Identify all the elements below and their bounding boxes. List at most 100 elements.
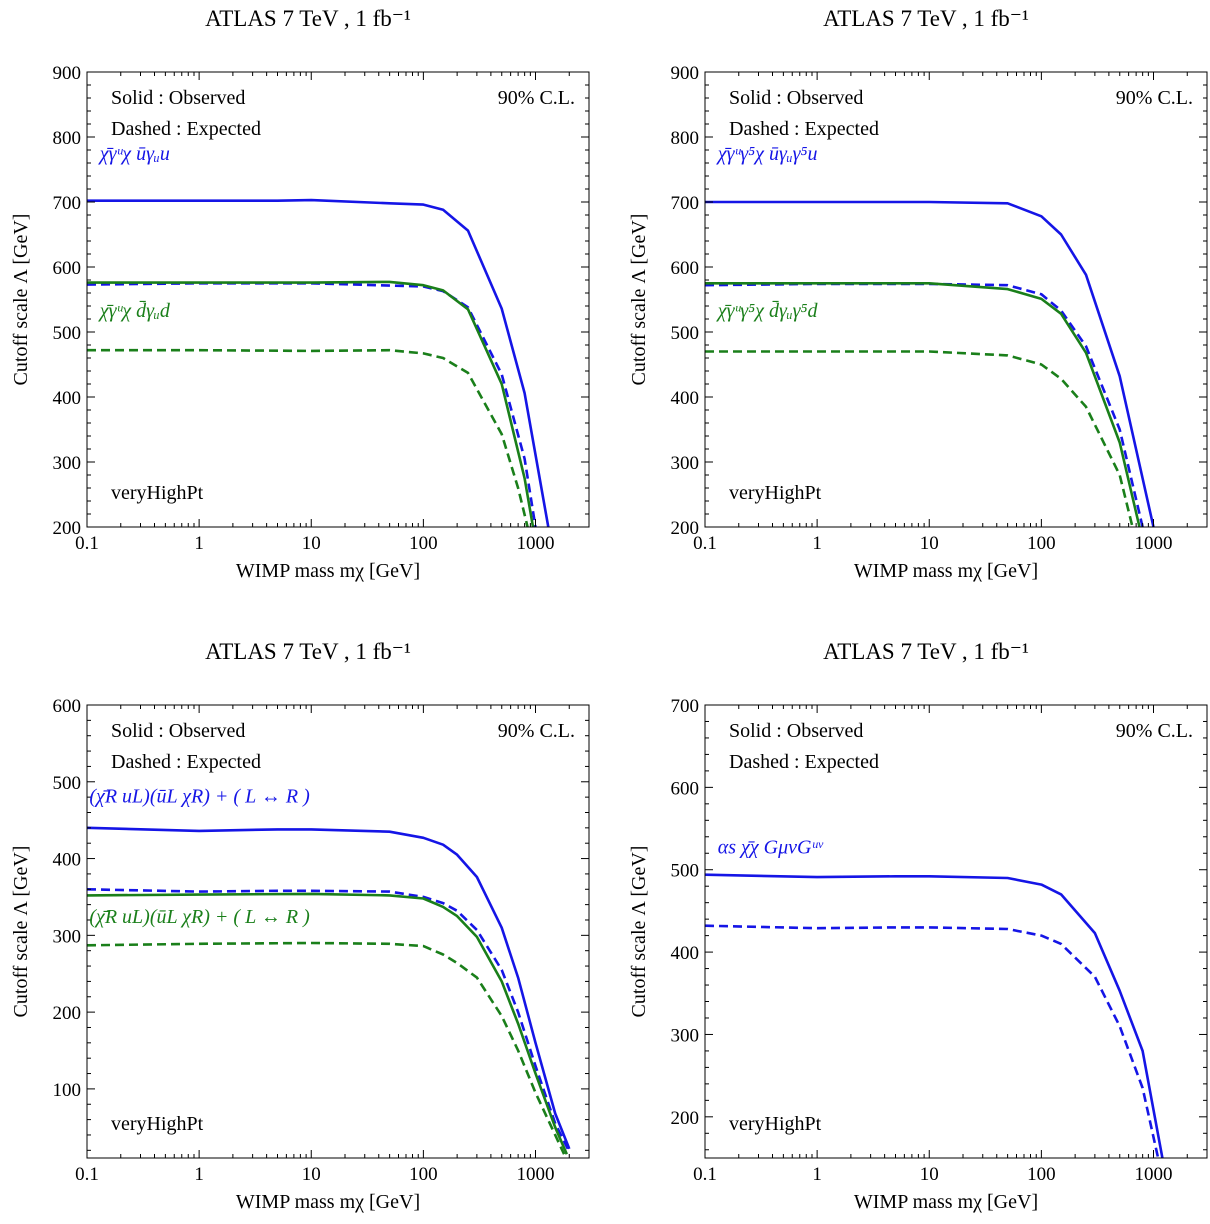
legend-entry: Dashed : Expected [729, 751, 879, 773]
plot-frame [704, 704, 1208, 1159]
chart-panel-2: 0.1 1 10 100 1000 200 300 400 500 600 700 800 900 ATL… [628, 6, 1208, 582]
series-line-green-solid [87, 892, 568, 1155]
region-label: veryHighPt [111, 1113, 204, 1135]
y-tick-label: 200 [53, 518, 82, 539]
y-tick-label: 500 [671, 323, 700, 344]
series-line-blue-solid [87, 198, 550, 527]
chart-title: ATLAS 7 TeV , 1 fb⁻¹ [205, 639, 411, 664]
series-line-green-dashed [87, 941, 566, 1155]
y-tick-label: 500 [671, 861, 700, 882]
legend-entry: Solid : Observed [729, 720, 863, 742]
legend-entry: Dashed : Expected [111, 751, 261, 773]
operator-label-blue: χ̄γᵘχ ūγᵤu [98, 143, 170, 165]
x-tick-label: 10 [302, 1164, 321, 1185]
chart-panel-3: 0.1 1 10 100 1000 100 200 300 400 500 600 ATLAS 7 T… [10, 639, 590, 1213]
x-tick-label: 10 [920, 533, 939, 554]
x-tick-label: 1000 [1135, 533, 1173, 554]
x-tick-label: 100 [409, 1164, 438, 1185]
series-group [705, 873, 1164, 1158]
x-tick-label: 1000 [1135, 1164, 1173, 1185]
x-tick-label: 10 [302, 533, 321, 554]
y-tick-label: 400 [53, 388, 82, 409]
chart-panel-1: 0.1 1 10 100 1000 200 300 400 500 600 700 800 900 ATL… [10, 6, 590, 582]
operator-label-blue: (χ̄R uL)(ūL χR) + ( L ↔ R ) [89, 786, 310, 808]
y-tick-label: 400 [671, 943, 700, 964]
x-tick-label: 0.1 [75, 533, 99, 554]
y-tick-label: 700 [53, 193, 82, 214]
chart-title: ATLAS 7 TeV , 1 fb⁻¹ [205, 6, 411, 31]
y-tick-label: 800 [53, 128, 82, 149]
y-tick-label: 400 [671, 388, 700, 409]
x-tick-label: 1 [812, 533, 822, 554]
y-tick-label: 500 [53, 773, 82, 794]
x-tick-label: 100 [1027, 533, 1056, 554]
series-line-green-dashed [705, 350, 1134, 527]
region-label: veryHighPt [111, 482, 204, 504]
y-axis-label: Cutoff scale Λ [GeV] [628, 214, 650, 386]
series-line-blue-solid [87, 826, 571, 1150]
y-tick-label: 200 [671, 518, 700, 539]
x-tick-label: 0.1 [75, 1164, 99, 1185]
x-axis-label: WIMP mass mχ [GeV] [854, 1191, 1038, 1213]
y-tick-label: 600 [53, 258, 82, 279]
operator-label-green: χ̄γᵘχ d̄γᵤd [98, 300, 171, 322]
series-line-green-solid [705, 281, 1141, 527]
x-tick-label: 1 [194, 1164, 204, 1185]
y-tick-label: 900 [671, 63, 700, 84]
y-tick-label: 200 [671, 1108, 700, 1129]
confidence-level-label: 90% C.L. [498, 87, 575, 109]
operator-label-blue: χ̄γᵘγ⁵χ ūγᵤγ⁵u [716, 143, 818, 165]
series-line-green-solid [87, 280, 535, 527]
confidence-level-label: 90% C.L. [1116, 87, 1193, 109]
series-group [87, 826, 571, 1155]
series-group [705, 200, 1155, 527]
x-tick-label: 1 [194, 533, 204, 554]
series-line-blue-dashed [705, 924, 1160, 1158]
series-group [87, 198, 550, 527]
y-tick-label: 300 [671, 453, 700, 474]
operator-label-green: χ̄γᵘγ⁵χ d̄γᵤγ⁵d [716, 300, 819, 322]
region-label: veryHighPt [729, 1113, 822, 1135]
x-tick-label: 1000 [517, 1164, 555, 1185]
y-tick-label: 300 [53, 453, 82, 474]
y-tick-label: 700 [671, 193, 700, 214]
x-axis-label: WIMP mass mχ [GeV] [854, 560, 1038, 582]
legend-entry: Solid : Observed [111, 720, 245, 742]
y-axis-label: Cutoff scale Λ [GeV] [10, 214, 32, 386]
series-line-blue-dashed [87, 888, 571, 1153]
y-tick-label: 700 [671, 696, 700, 717]
x-tick-label: 100 [409, 533, 438, 554]
x-tick-label: 0.1 [693, 1164, 717, 1185]
y-tick-label: 600 [671, 778, 700, 799]
series-line-green-dashed [87, 348, 529, 527]
y-tick-label: 200 [53, 1003, 82, 1024]
x-axis-label: WIMP mass mχ [GeV] [236, 1191, 420, 1213]
x-tick-label: 100 [1027, 1164, 1056, 1185]
series-line-blue-solid [705, 200, 1155, 527]
operator-label-green: (χ̄R uL)(ūL χR) + ( L ↔ R ) [89, 906, 310, 928]
plot-frame [704, 71, 1208, 528]
y-tick-label: 300 [53, 926, 82, 947]
y-tick-label: 100 [53, 1080, 82, 1101]
operator-label-blue: αs χ̄χ GμνGᵘᵛ [718, 836, 825, 858]
series-line-blue-dashed [705, 282, 1144, 527]
legend-entry: Solid : Observed [111, 87, 245, 109]
x-tick-label: 0.1 [693, 533, 717, 554]
confidence-level-label: 90% C.L. [498, 720, 575, 742]
x-tick-label: 1000 [517, 533, 555, 554]
y-tick-label: 900 [53, 63, 82, 84]
chart-panel-4: 0.1 1 10 100 1000 200 300 400 500 600 700 ATLAS 7 T… [628, 639, 1208, 1213]
y-axis-label: Cutoff scale Λ [GeV] [628, 846, 650, 1018]
legend-entry: Dashed : Expected [111, 118, 261, 140]
chart-title: ATLAS 7 TeV , 1 fb⁻¹ [823, 639, 1029, 664]
x-tick-label: 1 [812, 1164, 822, 1185]
series-line-blue-solid [705, 873, 1164, 1158]
y-axis-label: Cutoff scale Λ [GeV] [10, 846, 32, 1018]
y-tick-label: 300 [671, 1025, 700, 1046]
x-axis-label: WIMP mass mχ [GeV] [236, 560, 420, 582]
legend-entry: Dashed : Expected [729, 118, 879, 140]
confidence-level-label: 90% C.L. [1116, 720, 1193, 742]
y-tick-label: 400 [53, 850, 82, 871]
